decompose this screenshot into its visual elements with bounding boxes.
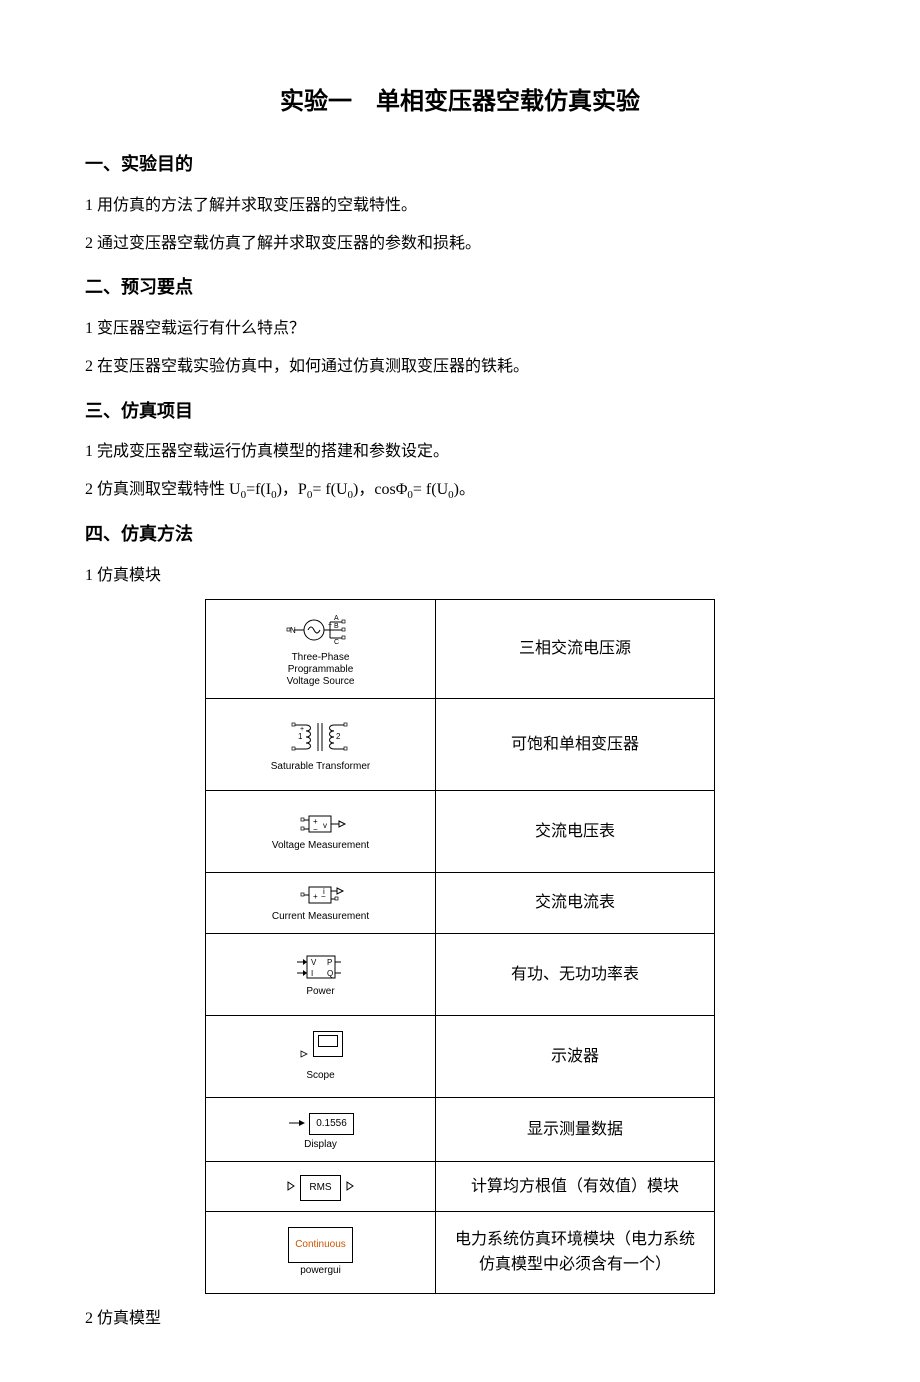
three-phase-source-icon: N A B C + <box>286 610 356 650</box>
block-description: 可饱和单相变压器 <box>436 699 715 791</box>
svg-text:i: i <box>323 887 325 896</box>
rms-arrow-in-icon <box>286 1179 296 1193</box>
section-1-heading: 一、实验目的 <box>85 148 835 180</box>
powergui-icon: Continuous <box>288 1227 353 1263</box>
simulink-blocks-table: N A B C + Three-Phase Programmable Volta… <box>205 599 715 1294</box>
block-description: 交流电流表 <box>436 873 715 934</box>
table-row: + − v Voltage Measurement 交流电压表 <box>206 791 715 873</box>
svg-text:C: C <box>334 639 339 646</box>
section-4-heading: 四、仿真方法 <box>85 518 835 550</box>
rms-icon: RMS <box>300 1175 340 1201</box>
power-meter-icon: V I P Q <box>291 952 351 984</box>
block-label: Power <box>306 986 334 998</box>
formula-text: = f(U <box>413 481 448 498</box>
svg-text:+: + <box>328 622 332 629</box>
block-icon-cell: Scope <box>206 1016 436 1098</box>
svg-text:v: v <box>323 821 327 830</box>
formula-text: )。 <box>454 481 475 498</box>
block-description: 三相交流电压源 <box>436 600 715 699</box>
svg-text:+: + <box>313 892 318 901</box>
table-row: RMS 计算均方根值（有效值）模块 <box>206 1161 715 1211</box>
display-arrow-icon <box>287 1117 305 1129</box>
section-3-item-2: 2 仿真测取空载特性 U0=f(I0)，P0= f(U0)，cosΦ0= f(U… <box>85 475 835 506</box>
section-1-item-2: 2 通过变压器空载仿真了解并求取变压器的参数和损耗。 <box>85 229 835 259</box>
svg-text:A: A <box>334 615 339 622</box>
block-label: Voltage Measurement <box>272 840 369 852</box>
section-2-item-2: 2 在变压器空载实验仿真中，如何通过仿真测取变压器的铁耗。 <box>85 352 835 382</box>
block-label: powergui <box>300 1265 341 1277</box>
saturable-transformer-icon: 1 + 2 <box>286 717 356 759</box>
formula-text: = f(U <box>312 481 347 498</box>
svg-text:B: B <box>334 623 339 630</box>
document-title: 实验一 单相变压器空载仿真实验 <box>85 80 835 123</box>
voltage-measurement-icon: + − v <box>291 812 351 838</box>
table-row: + − i Current Measurement 交流电流表 <box>206 873 715 934</box>
formula-text: )，cosΦ <box>353 481 407 498</box>
section-3-heading: 三、仿真项目 <box>85 395 835 427</box>
table-row: V I P Q Power 有功、无功功率表 <box>206 934 715 1016</box>
block-icon-cell: + − v Voltage Measurement <box>206 791 436 873</box>
block-label: Three-Phase Programmable Voltage Source <box>287 652 355 688</box>
svg-text:P: P <box>327 958 332 967</box>
block-label: Scope <box>306 1070 334 1082</box>
svg-text:V: V <box>311 958 317 967</box>
svg-text:Q: Q <box>327 969 333 978</box>
section-4-item-2: 2 仿真模型 <box>85 1304 835 1334</box>
section-1-item-1: 1 用仿真的方法了解并求取变压器的空载特性。 <box>85 191 835 221</box>
table-row: 1 + 2 Saturable Transformer 可饱和单相变压器 <box>206 699 715 791</box>
block-icon-cell: V I P Q Power <box>206 934 436 1016</box>
scope-icon <box>313 1031 343 1057</box>
formula-text: =f(I <box>246 481 271 498</box>
display-icon: 0.1556 <box>309 1113 354 1135</box>
formula-text: )，P <box>277 481 307 498</box>
section-2-heading: 二、预习要点 <box>85 271 835 303</box>
svg-text:1: 1 <box>298 732 303 741</box>
section-2-item-1: 1 变压器空载运行有什么特点？ <box>85 314 835 344</box>
block-icon-cell: RMS <box>206 1161 436 1211</box>
block-icon-cell: Continuous powergui <box>206 1211 436 1293</box>
svg-text:+: + <box>300 726 304 733</box>
table-row: Continuous powergui 电力系统仿真环境模块（电力系统仿真模型中… <box>206 1211 715 1293</box>
scope-port-icon <box>299 1041 309 1067</box>
formula-text: 2 仿真测取空载特性 U <box>85 481 241 498</box>
svg-text:−: − <box>313 825 318 834</box>
section-3-item-1: 1 完成变压器空载运行仿真模型的搭建和参数设定。 <box>85 437 835 467</box>
block-label: Current Measurement <box>272 911 369 923</box>
block-description: 示波器 <box>436 1016 715 1098</box>
block-description: 有功、无功功率表 <box>436 934 715 1016</box>
block-icon-cell: 0.1556 Display <box>206 1098 436 1162</box>
block-description: 电力系统仿真环境模块（电力系统仿真模型中必须含有一个） <box>436 1211 715 1293</box>
block-description: 显示测量数据 <box>436 1098 715 1162</box>
section-4-item-1: 1 仿真模块 <box>85 561 835 591</box>
current-measurement-icon: + − i <box>291 883 351 909</box>
block-label: Display <box>304 1139 337 1151</box>
svg-text:2: 2 <box>336 732 341 741</box>
block-description: 计算均方根值（有效值）模块 <box>436 1161 715 1211</box>
table-row: Scope 示波器 <box>206 1016 715 1098</box>
block-icon-cell: + − i Current Measurement <box>206 873 436 934</box>
table-row: 0.1556 Display 显示测量数据 <box>206 1098 715 1162</box>
svg-text:N: N <box>290 626 296 635</box>
block-icon-cell: N A B C + Three-Phase Programmable Volta… <box>206 600 436 699</box>
svg-text:I: I <box>311 969 313 978</box>
block-description: 交流电压表 <box>436 791 715 873</box>
block-label: Saturable Transformer <box>271 761 371 773</box>
table-row: N A B C + Three-Phase Programmable Volta… <box>206 600 715 699</box>
block-icon-cell: 1 + 2 Saturable Transformer <box>206 699 436 791</box>
rms-arrow-out-icon <box>345 1179 355 1193</box>
